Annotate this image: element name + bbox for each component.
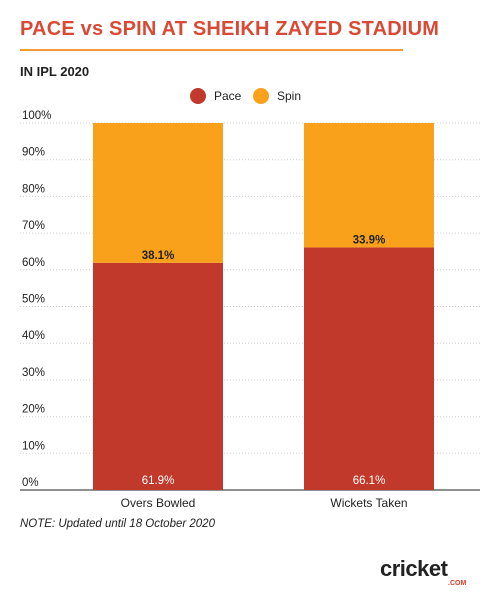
data-label: 61.9% (142, 475, 175, 487)
y-tick-label: 20% (22, 404, 45, 416)
x-tick-label: Overs Bowled (121, 496, 196, 510)
y-tick-label: 80% (22, 183, 45, 195)
y-tick-label: 0% (22, 477, 39, 489)
y-tick-label: 100% (22, 110, 51, 122)
legend-label: Pace (214, 89, 242, 103)
y-tick-label: 30% (22, 367, 45, 379)
y-tick-label: 90% (22, 147, 45, 159)
bar-pace (93, 262, 223, 490)
legend-marker (190, 88, 206, 104)
y-tick-label: 40% (22, 330, 45, 342)
y-tick-label: 50% (22, 294, 45, 306)
legend-marker (253, 88, 269, 104)
data-label: 66.1% (353, 475, 386, 487)
chart-subtitle: IN IPL 2020 (20, 64, 90, 79)
legend-label: Spin (277, 89, 301, 103)
logo-text: cricket (380, 556, 448, 581)
brand-logo: cricket (380, 556, 448, 582)
bar-spin (93, 123, 223, 263)
bar-pace (304, 247, 434, 490)
title-underline (20, 49, 403, 51)
x-tick-label: Wickets Taken (330, 496, 407, 510)
bar-spin (304, 123, 434, 248)
footnote: NOTE: Updated until 18 October 2020 (20, 518, 215, 530)
y-tick-label: 10% (22, 440, 45, 452)
logo-subtext: .COM (448, 580, 467, 587)
chart-title: PACE vs SPIN AT SHEIKH ZAYED STADIUM (20, 18, 440, 40)
y-tick-label: 60% (22, 257, 45, 269)
y-tick-label: 70% (22, 220, 45, 232)
data-label: 38.1% (142, 250, 175, 262)
data-label: 33.9% (353, 234, 386, 246)
